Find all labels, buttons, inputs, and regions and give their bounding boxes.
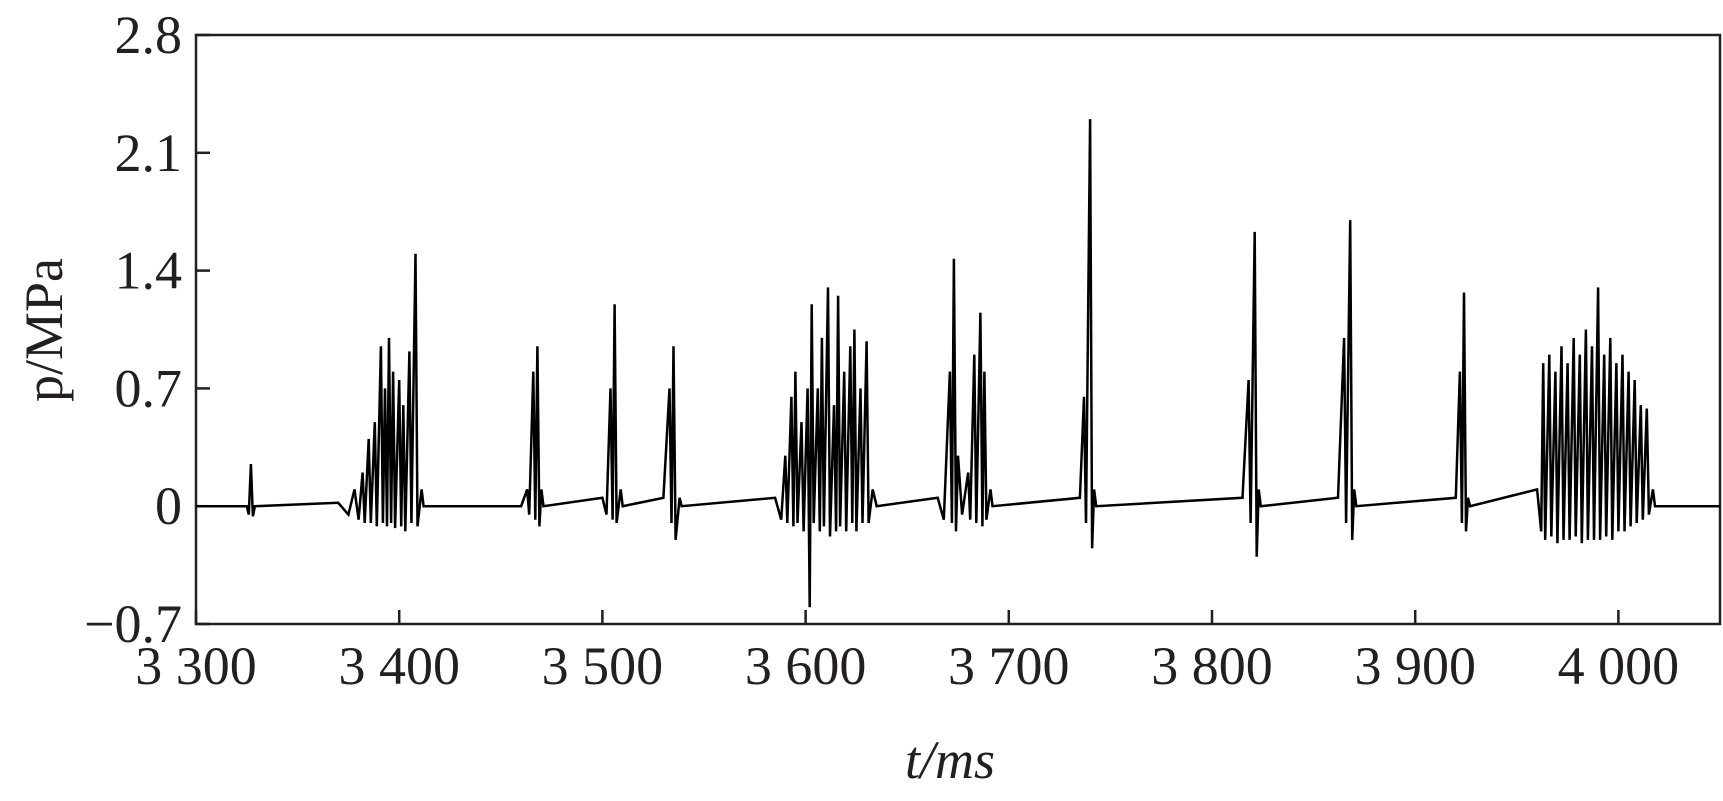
x-tick-label: 3 800 [1151, 636, 1273, 696]
plot-frame [194, 33, 1722, 626]
x-axis-label: t/ms [905, 730, 995, 790]
y-tick-label: 2.8 [115, 5, 183, 65]
y-tick-label: −0.7 [84, 594, 182, 654]
x-tick-label: 3 500 [542, 636, 664, 696]
x-tick-label: 4 000 [1558, 636, 1680, 696]
x-tick-label: 3 900 [1354, 636, 1476, 696]
signal-line [196, 119, 1720, 608]
y-tick-label: 2.1 [115, 123, 183, 183]
x-tick-label: 3 700 [948, 636, 1070, 696]
x-tick-label: 3 600 [745, 636, 867, 696]
y-tick-label: 1.4 [115, 241, 183, 301]
y-tick-label: 0.7 [115, 358, 183, 418]
x-tick-label: 3 300 [135, 636, 257, 696]
y-tick-label: 0 [155, 476, 182, 536]
x-tick-label: 3 400 [338, 636, 460, 696]
y-axis-label: p/MPa [14, 258, 74, 402]
